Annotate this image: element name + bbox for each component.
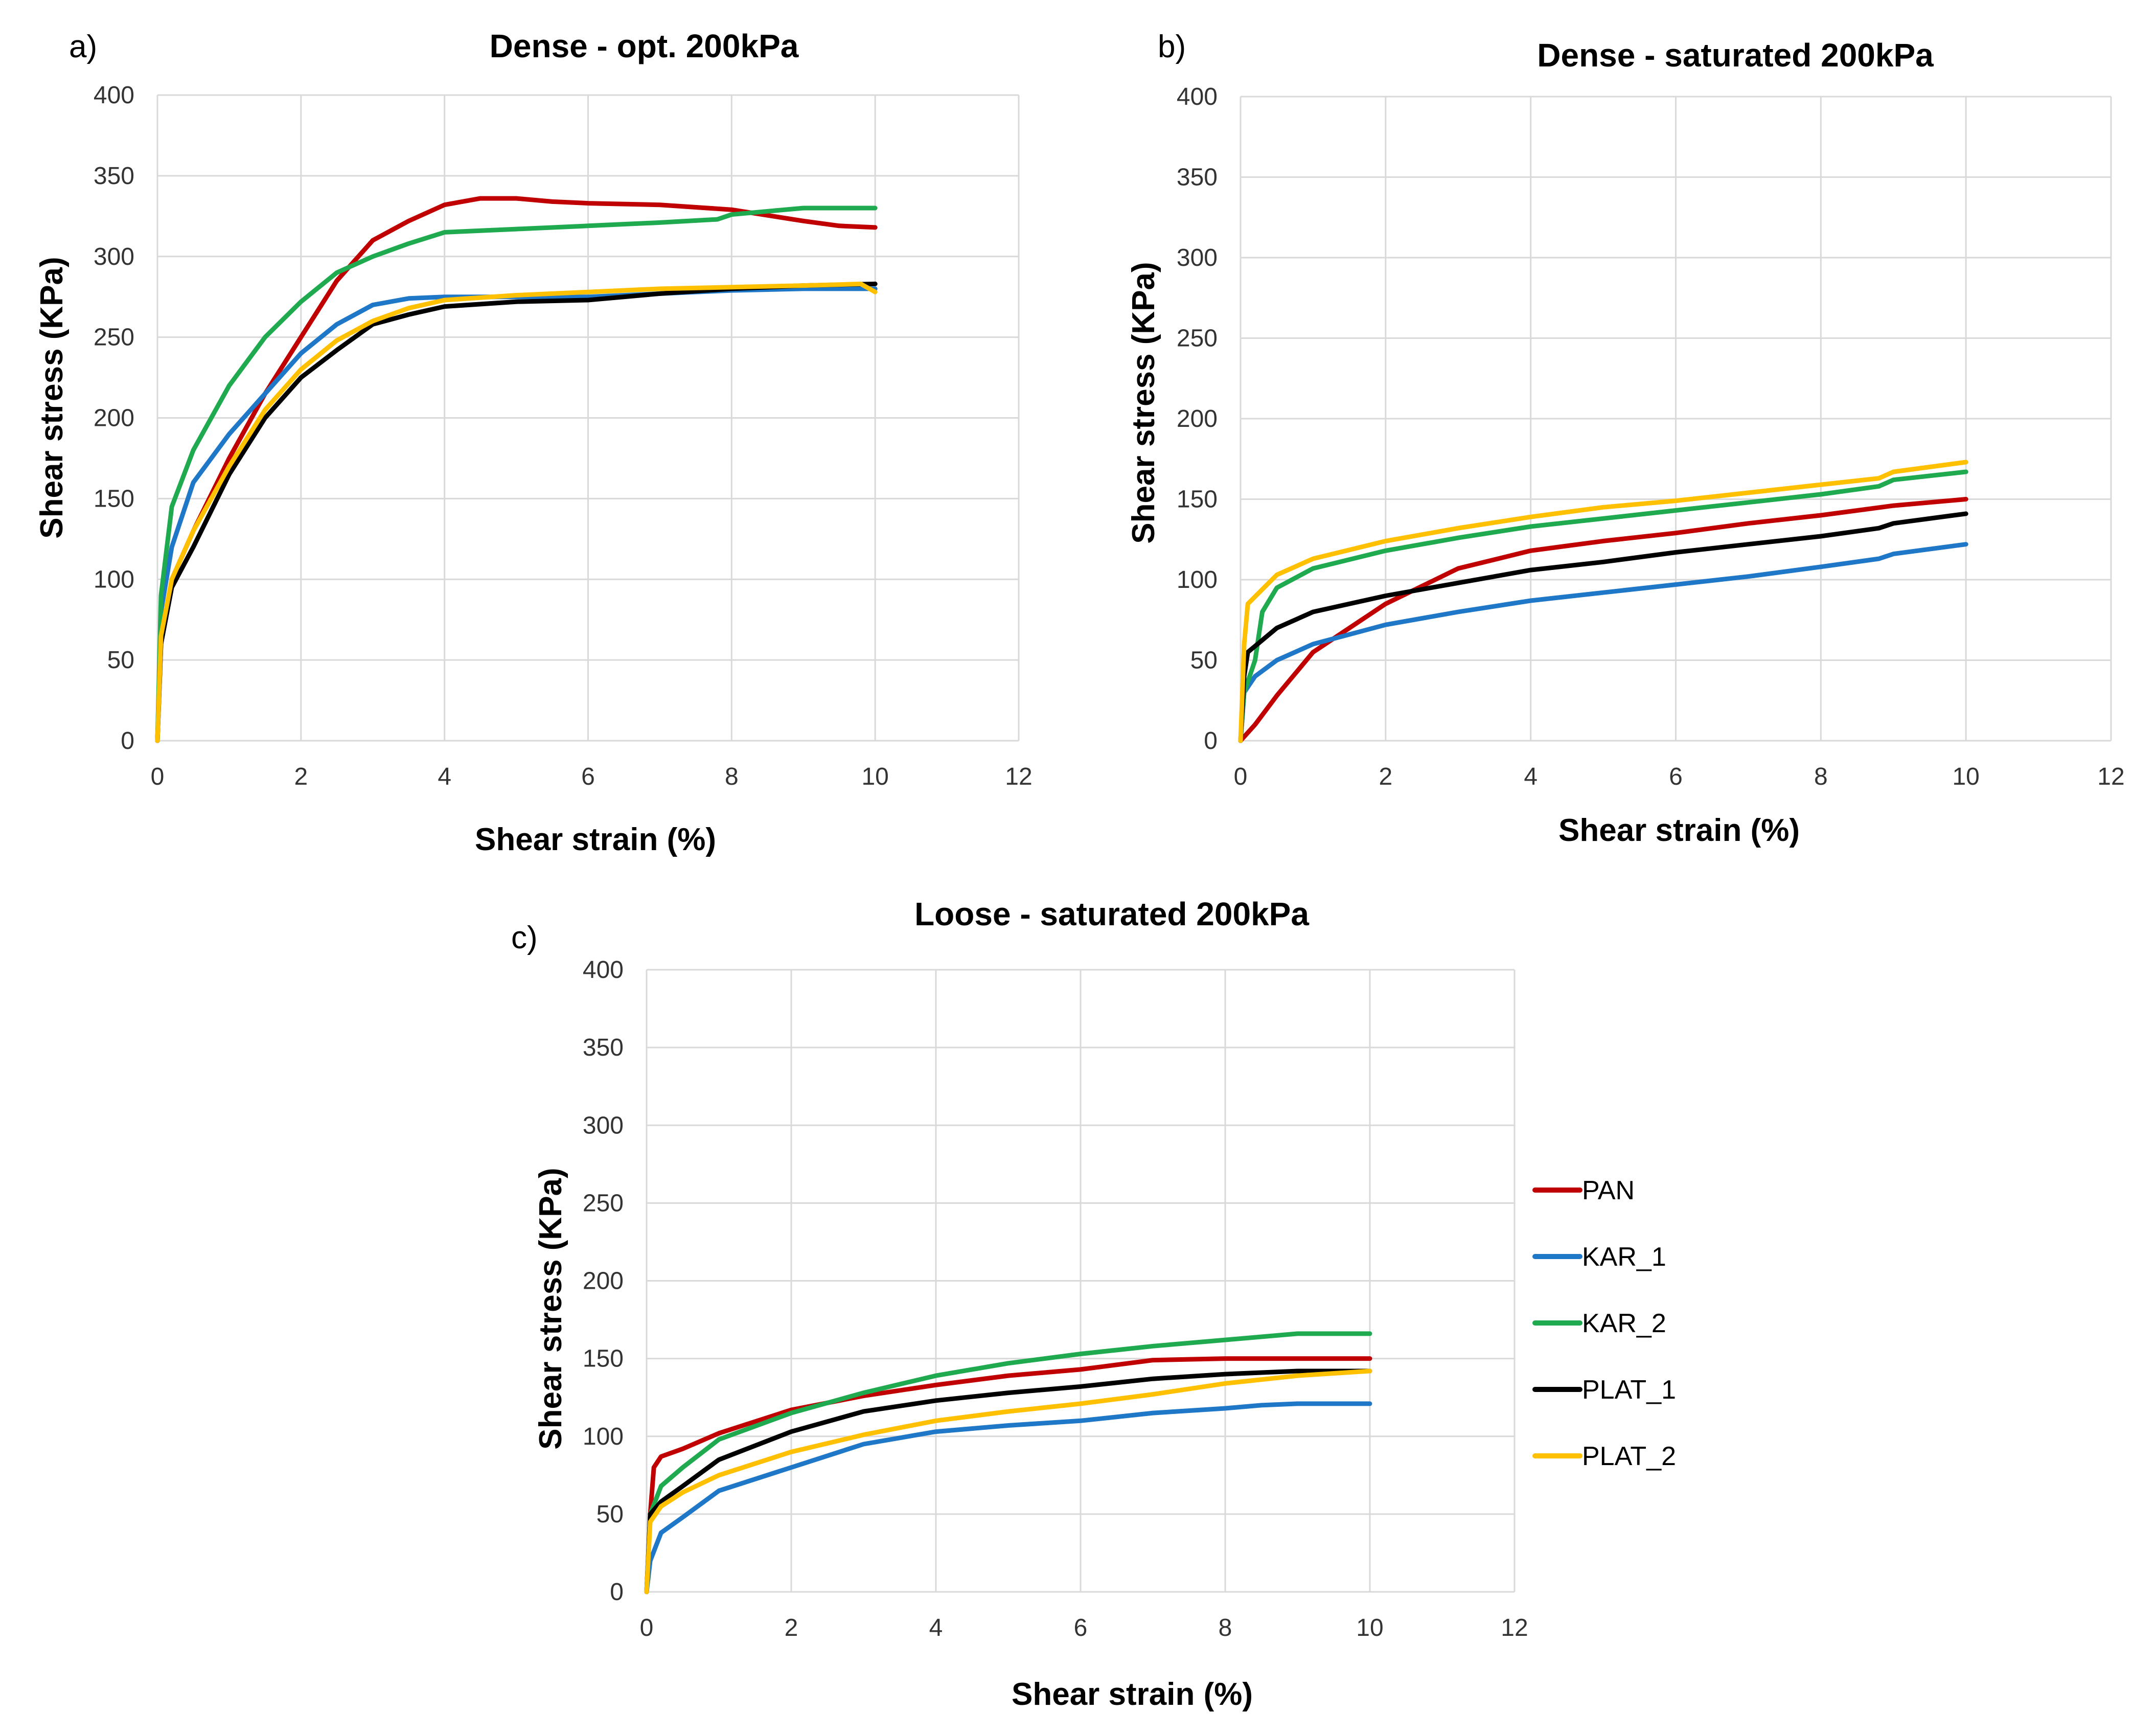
legend-item: KAR_2 — [1532, 1309, 1666, 1338]
legend-item: PLAT_1 — [1532, 1375, 1676, 1405]
y-tick-label: 350 — [1177, 164, 1218, 191]
y-tick-label: 100 — [94, 566, 134, 593]
y-tick-label: 0 — [610, 1579, 624, 1606]
y-tick-label: 350 — [583, 1034, 624, 1061]
y-tick-label: 250 — [94, 324, 134, 351]
chart-c-xlabel: Shear strain (%) — [1012, 1677, 1253, 1712]
x-tick-label: 10 — [1952, 763, 1979, 790]
x-tick-label: 8 — [1219, 1614, 1232, 1641]
legend: PAN KAR_1 KAR_2 PLAT_1 PLAT_2 — [1532, 1176, 1676, 1471]
y-tick-label: 400 — [94, 82, 134, 109]
panel-letter-b: b) — [1158, 29, 1186, 64]
x-tick-label: 12 — [1005, 763, 1032, 790]
legend-item: PAN — [1532, 1176, 1635, 1205]
y-tick-label: 50 — [107, 647, 134, 674]
x-tick-label: 0 — [1234, 763, 1248, 790]
series-line-plat-1 — [155, 281, 878, 743]
x-tick-label: 2 — [294, 763, 308, 790]
y-tick-label: 100 — [1177, 566, 1218, 593]
chart-c-title: Loose - saturated 200kPa — [914, 896, 1309, 932]
y-tick-label: 350 — [94, 163, 134, 190]
legend-item: KAR_1 — [1532, 1242, 1666, 1272]
y-tick-label: 150 — [1177, 486, 1218, 513]
chart-b: b) Dense - saturated 200kPa 050100150200… — [1126, 29, 2125, 848]
x-tick-label: 8 — [725, 763, 739, 790]
y-tick-label: 150 — [583, 1345, 624, 1373]
chart-a-ylabel: Shear stress (KPa) — [34, 257, 70, 538]
y-tick-label: 250 — [1177, 325, 1218, 352]
x-tick-label: 6 — [1669, 763, 1683, 790]
chart-c-series — [644, 1331, 1372, 1594]
y-tick-label: 0 — [1204, 727, 1218, 755]
series-line-plat-2 — [644, 1368, 1372, 1594]
y-tick-label: 150 — [94, 485, 134, 512]
series-line-kar-1 — [644, 1401, 1372, 1594]
chart-b-title: Dense - saturated 200kPa — [1537, 37, 1934, 74]
chart-a-ticks: 0 50 100 150 200 250 300 350 400 0 2 4 6 8 10 12 — [94, 82, 1033, 790]
chart-a-series — [155, 196, 878, 743]
x-tick-label: 10 — [861, 763, 888, 790]
x-tick-label: 10 — [1356, 1614, 1383, 1641]
y-tick-label: 50 — [597, 1501, 624, 1528]
chart-c-ticks: 0 50 100 150 200 250 300 350 400 0 2 4 6 8 10 12 — [583, 956, 1528, 1641]
y-tick-label: 300 — [94, 243, 134, 270]
legend-item: PLAT_2 — [1532, 1442, 1676, 1471]
y-tick-label: 50 — [1190, 647, 1218, 674]
chart-b-xlabel: Shear strain (%) — [1558, 813, 1800, 848]
panel-letter-c: c) — [511, 920, 538, 955]
series-line-plat-1 — [644, 1368, 1372, 1594]
series-line-pan — [1238, 497, 1968, 743]
series-line-plat-2 — [155, 281, 878, 743]
x-tick-label: 4 — [929, 1614, 943, 1641]
series-line-plat-1 — [1238, 511, 1968, 743]
x-tick-label: 8 — [1814, 763, 1828, 790]
series-line-kar-2 — [155, 206, 878, 743]
y-tick-label: 200 — [94, 405, 134, 432]
series-line-pan — [644, 1356, 1372, 1594]
x-tick-label: 2 — [785, 1614, 798, 1641]
chart-a-title: Dense - opt. 200kPa — [490, 28, 799, 64]
y-tick-label: 200 — [583, 1268, 624, 1295]
chart-c: c) Loose - saturated 200kPa 050100150200… — [511, 896, 1528, 1712]
x-tick-label: 12 — [1501, 1614, 1528, 1641]
y-tick-label: 400 — [583, 956, 624, 984]
x-tick-label: 4 — [1524, 763, 1538, 790]
x-tick-label: 0 — [640, 1614, 654, 1641]
series-line-kar-1 — [1238, 542, 1968, 743]
chart-a-grid — [156, 94, 1020, 742]
x-tick-label: 4 — [438, 763, 451, 790]
chart-b-ylabel: Shear stress (KPa) — [1126, 262, 1161, 543]
y-tick-label: 100 — [583, 1423, 624, 1450]
chart-b-grid — [1240, 96, 2112, 742]
series-line-kar-1 — [155, 286, 878, 743]
y-tick-label: 0 — [121, 727, 134, 755]
y-tick-label: 200 — [1177, 405, 1218, 432]
chart-b-ticks: 0 50 100 150 200 250 300 350 400 0 2 4 6 8 10 12 — [1177, 83, 2125, 790]
x-tick-label: 6 — [581, 763, 595, 790]
y-tick-label: 300 — [1177, 244, 1218, 271]
chart-a: a) Dense - opt. 200kPa 05010015020025030… — [34, 28, 1033, 857]
chart-c-grid — [646, 969, 1516, 1593]
legend-label: KAR_1 — [1582, 1242, 1666, 1272]
y-tick-label: 250 — [583, 1190, 624, 1217]
series-line-kar-2 — [644, 1331, 1372, 1594]
legend-label: PAN — [1582, 1176, 1635, 1205]
chart-c-ylabel: Shear stress (KPa) — [533, 1168, 568, 1449]
chart-b-series — [1238, 460, 1968, 743]
legend-label: PLAT_1 — [1582, 1375, 1676, 1405]
legend-label: PLAT_2 — [1582, 1442, 1676, 1471]
y-tick-label: 300 — [583, 1112, 624, 1139]
x-tick-label: 6 — [1074, 1614, 1088, 1641]
series-line-kar-2 — [1238, 469, 1968, 743]
x-tick-label: 0 — [151, 763, 165, 790]
chart-a-xlabel: Shear strain (%) — [475, 822, 716, 857]
series-line-plat-2 — [1238, 460, 1968, 743]
panel-letter-a: a) — [69, 29, 97, 64]
x-tick-label: 12 — [2097, 763, 2124, 790]
legend-label: KAR_2 — [1582, 1309, 1666, 1338]
x-tick-label: 2 — [1379, 763, 1392, 790]
y-tick-label: 400 — [1177, 83, 1218, 110]
